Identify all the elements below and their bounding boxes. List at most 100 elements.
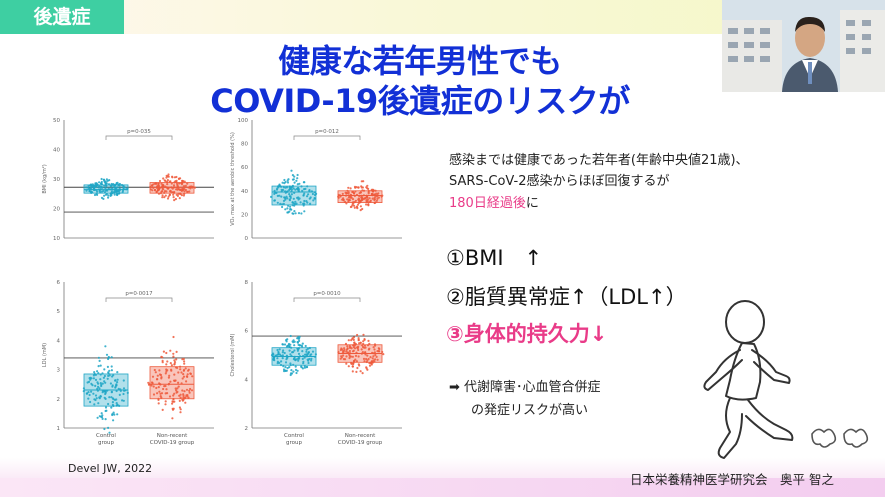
- data-point: [288, 345, 291, 348]
- data-point: [358, 364, 361, 367]
- p-value-bracket: [293, 135, 361, 140]
- data-point: [168, 374, 171, 377]
- data-point: [292, 197, 295, 200]
- data-point: [345, 355, 348, 358]
- highlight-180-days: 180日経過後: [449, 196, 526, 211]
- data-point: [308, 197, 311, 200]
- data-point: [276, 357, 279, 360]
- data-point: [183, 190, 186, 193]
- data-point: [157, 184, 161, 188]
- data-point: [282, 186, 285, 189]
- data-point: [371, 357, 374, 360]
- data-point: [298, 197, 301, 200]
- data-point: [162, 188, 165, 191]
- data-point: [285, 369, 288, 372]
- data-point: [104, 193, 108, 196]
- data-point: [100, 185, 103, 188]
- data-point: [366, 354, 369, 357]
- data-point: [349, 187, 352, 190]
- data-point: [182, 375, 186, 378]
- data-point: [361, 345, 365, 349]
- data-point: [366, 198, 370, 201]
- data-point: [352, 349, 355, 352]
- data-point: [346, 345, 349, 348]
- data-point: [291, 212, 294, 215]
- data-point: [98, 190, 101, 193]
- data-point: [183, 390, 186, 393]
- data-point: [281, 351, 284, 354]
- data-point: [357, 348, 360, 352]
- y-tick-label: 50: [53, 118, 60, 124]
- data-point: [166, 179, 169, 182]
- data-point: [367, 357, 370, 361]
- data-point: [305, 200, 308, 203]
- data-point: [110, 391, 113, 394]
- data-point: [372, 346, 375, 349]
- data-point: [185, 388, 189, 391]
- data-point: [283, 370, 286, 373]
- data-point: [273, 359, 276, 362]
- data-point: [179, 393, 182, 396]
- data-point: [283, 196, 286, 199]
- data-point: [103, 374, 106, 378]
- data-point: [286, 207, 289, 210]
- presenter-credit: 日本栄養精神医学研究会 奥平 智之: [630, 472, 834, 487]
- data-point: [96, 416, 99, 419]
- data-point: [167, 173, 170, 176]
- data-point: [177, 187, 180, 190]
- data-point: [173, 361, 177, 364]
- data-point: [151, 375, 155, 378]
- data-point: [356, 333, 359, 337]
- data-point: [172, 184, 176, 187]
- data-point: [286, 179, 289, 182]
- data-point: [174, 387, 177, 390]
- data-point: [293, 344, 296, 347]
- data-point: [96, 387, 99, 390]
- box: [337, 190, 383, 204]
- data-point: [307, 193, 310, 196]
- data-point: [104, 345, 107, 348]
- y-tick-label: 1: [57, 426, 61, 432]
- data-point: [171, 417, 174, 420]
- data-point: [372, 359, 375, 362]
- data-point: [361, 207, 364, 211]
- data-point: [184, 401, 187, 404]
- data-point: [107, 194, 110, 197]
- data-point: [284, 180, 287, 184]
- data-point: [352, 346, 355, 349]
- data-point: [353, 206, 356, 209]
- data-point: [103, 427, 106, 431]
- data-point: [176, 184, 179, 187]
- data-point: [309, 354, 312, 357]
- data-point: [288, 366, 291, 369]
- data-point: [353, 359, 356, 363]
- data-point: [373, 351, 376, 354]
- data-point: [171, 402, 174, 405]
- data-point: [281, 181, 284, 184]
- data-point: [186, 190, 189, 193]
- data-point: [168, 395, 172, 398]
- data-point: [96, 370, 99, 373]
- data-point: [109, 382, 112, 385]
- data-point: [351, 198, 355, 201]
- data-point: [288, 349, 291, 352]
- data-point: [99, 378, 102, 381]
- data-point: [299, 201, 302, 204]
- data-point: [100, 412, 103, 415]
- data-point: [87, 397, 90, 400]
- citation-year: 2022: [124, 462, 153, 475]
- data-point: [101, 417, 104, 420]
- data-point: [308, 189, 311, 192]
- data-point: [357, 337, 360, 340]
- data-point: [292, 187, 295, 190]
- tired-runner-illustration: [703, 300, 869, 459]
- y-axis-label: VO₂ max at the aerobic threshold (%): [230, 132, 236, 226]
- data-point: [292, 370, 295, 373]
- data-point: [355, 186, 358, 189]
- data-point: [294, 365, 297, 368]
- data-point: [98, 359, 101, 362]
- data-point: [182, 373, 185, 376]
- y-tick-label: 2: [57, 397, 61, 403]
- data-point: [108, 179, 111, 182]
- data-point: [273, 199, 276, 202]
